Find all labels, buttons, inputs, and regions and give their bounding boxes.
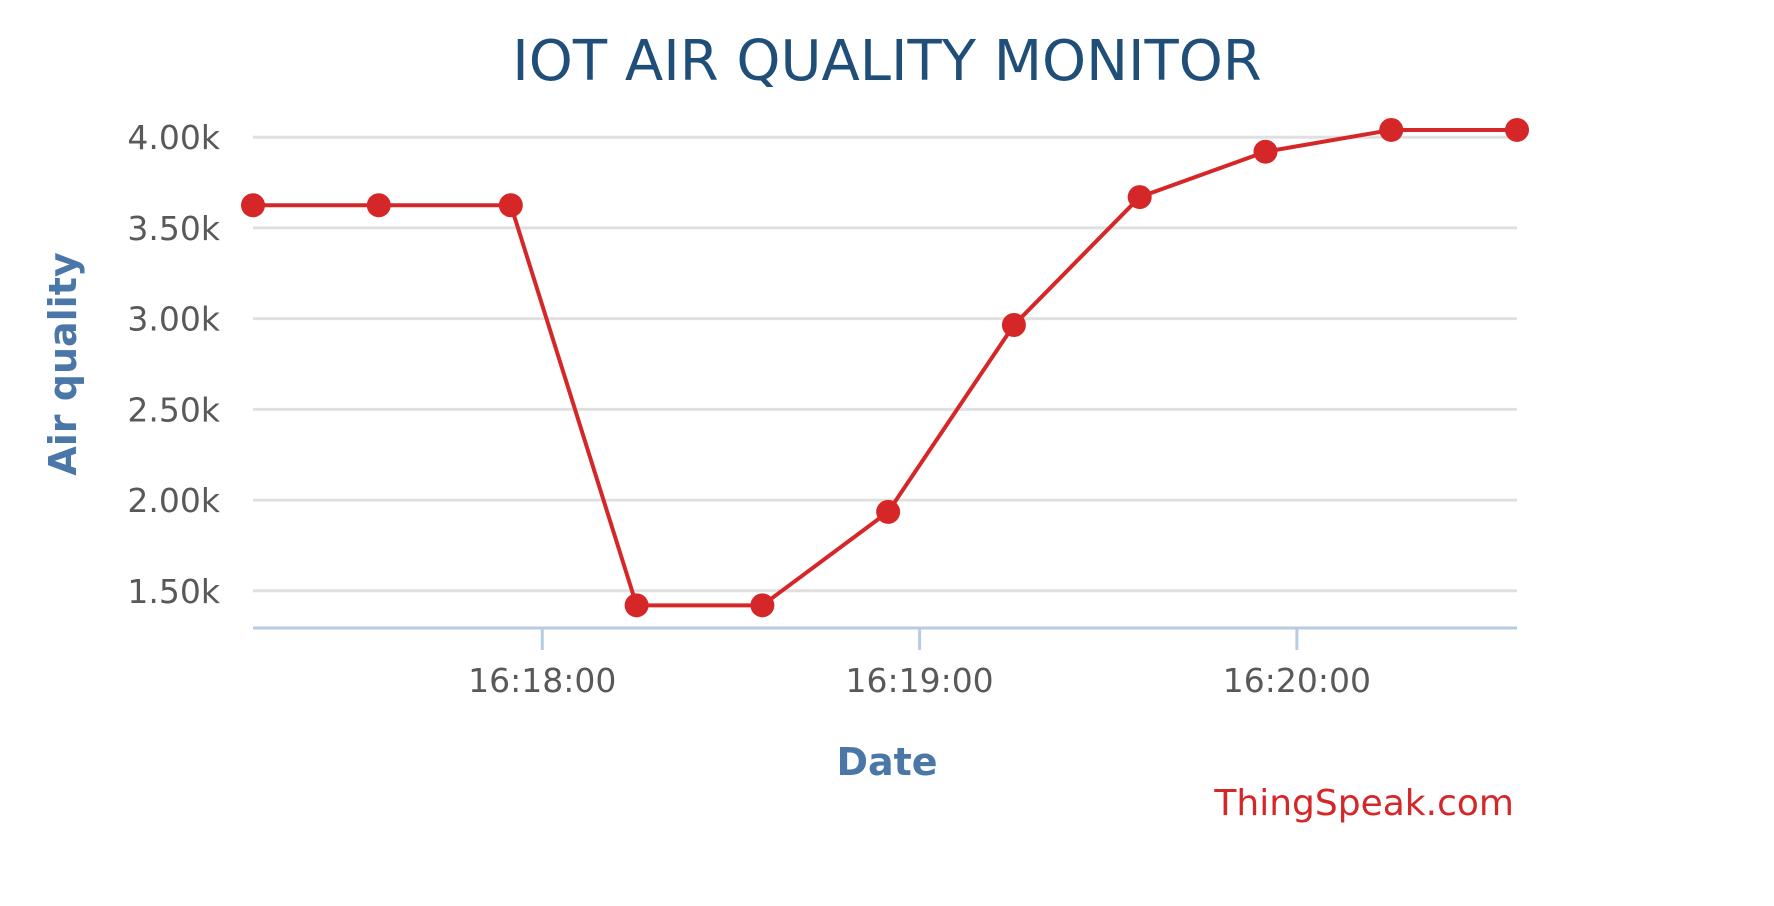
y-tick-label: 2.00k (127, 481, 220, 520)
data-point[interactable] (1253, 139, 1278, 164)
y-tick-label: 4.00k (127, 118, 220, 157)
data-point[interactable] (498, 193, 523, 218)
x-axis-title: Date (836, 740, 937, 784)
data-point[interactable] (624, 593, 649, 618)
gridlines (253, 135, 1517, 593)
x-tick-label: 16:19:00 (845, 661, 993, 700)
y-tick-label: 3.50k (127, 209, 220, 248)
data-point[interactable] (241, 193, 265, 218)
chart-title: IOT AIR QUALITY MONITOR (512, 29, 1261, 94)
x-tick-label: 16:18:00 (468, 661, 616, 700)
y-tick-label: 3.00k (127, 300, 220, 339)
y-tick-label: 2.50k (127, 390, 220, 429)
data-point[interactable] (1001, 312, 1026, 337)
credit-link[interactable]: ThingSpeak.com (1213, 783, 1514, 824)
y-axis-ticks: 1.50k 2.00k 2.50k 3.00k 3.50k 4.00k (127, 118, 220, 611)
y-axis-title: Air quality (41, 252, 85, 476)
data-point[interactable] (750, 593, 775, 618)
data-point[interactable] (366, 193, 391, 218)
data-point[interactable] (876, 499, 901, 524)
y-tick-label: 1.50k (127, 572, 220, 611)
data-point[interactable] (1379, 117, 1404, 142)
x-tick-label: 16:20:00 (1223, 661, 1371, 700)
series (241, 117, 1529, 618)
x-axis: 16:18:00 16:19:00 16:20:00 (253, 626, 1517, 700)
data-point[interactable] (1505, 117, 1529, 142)
data-point[interactable] (1127, 185, 1152, 210)
series-line (253, 127, 1517, 608)
